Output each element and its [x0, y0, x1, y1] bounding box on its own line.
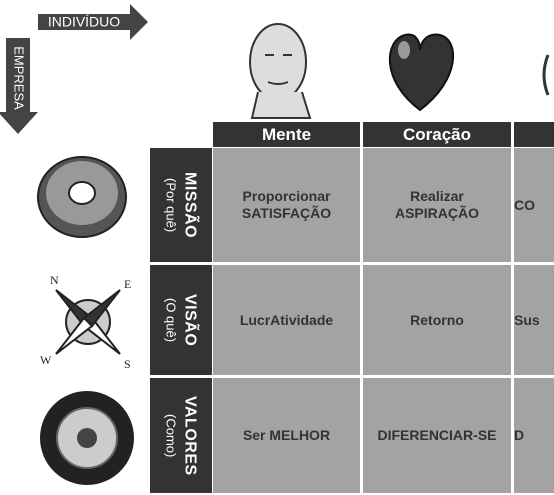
svg-text:N: N — [50, 273, 59, 287]
arrow-label: INDIVÍDUO — [48, 14, 120, 30]
head-icon — [249, 23, 312, 119]
row-subtitle: (O quê) — [163, 297, 179, 343]
cell: Ser MELHOR — [213, 378, 360, 493]
row-title: MISSÃO — [181, 171, 199, 239]
cell: D — [514, 378, 554, 493]
row-header: MISSÃO (Por quê) — [150, 148, 212, 262]
cell-text: Sus — [514, 311, 540, 328]
cell-text: CO — [514, 196, 535, 213]
row-subtitle: (Por quê) — [163, 177, 179, 233]
cell: CO — [514, 148, 554, 262]
arrow-down — [0, 38, 38, 134]
svg-text:S: S — [124, 357, 131, 371]
column-header — [514, 122, 554, 147]
cell: Retorno — [363, 265, 511, 375]
cell-text: Retorno — [410, 311, 464, 328]
cell: Sus — [514, 265, 554, 375]
row-title: VISÃO — [181, 293, 199, 347]
svg-text:W: W — [40, 353, 52, 367]
cell: Proporcionar SATISFAÇÃO — [213, 148, 360, 262]
cell-text: ASPIRAÇÃO — [394, 205, 479, 221]
arrow-label: EMPRESA — [12, 46, 27, 110]
svg-text:E: E — [124, 277, 131, 291]
arrow-right — [38, 4, 148, 40]
cell: DIFERENCIAR-SE — [363, 378, 511, 493]
row-subtitle: (Como) — [163, 413, 179, 458]
cell-text: Proporcionar — [242, 188, 331, 204]
cell-text: Realizar — [410, 188, 464, 204]
compass-icon: N E W S — [40, 273, 131, 371]
cell: LucrAtividade — [213, 265, 360, 375]
row-header: VISÃO (O quê) — [150, 265, 212, 375]
column-header: Coração — [363, 122, 511, 147]
heart-shine — [398, 41, 410, 59]
cell: Realizar ASPIRAÇÃO — [363, 148, 511, 262]
donut-icon — [37, 156, 127, 238]
tire-icon — [40, 391, 134, 485]
cell-text: DIFERENCIAR-SE — [377, 427, 497, 443]
cell-text: SATISFAÇÃO — [241, 205, 332, 221]
row-title: VALORES — [181, 395, 199, 476]
column-header: Mente — [213, 122, 360, 147]
row-header: VALORES (Como) — [150, 378, 212, 493]
cell-text: Ser MELHOR — [242, 427, 331, 443]
cell-text: LucrAtividade — [239, 311, 334, 328]
cell-text: D — [514, 427, 525, 443]
partial-icon — [542, 54, 550, 96]
